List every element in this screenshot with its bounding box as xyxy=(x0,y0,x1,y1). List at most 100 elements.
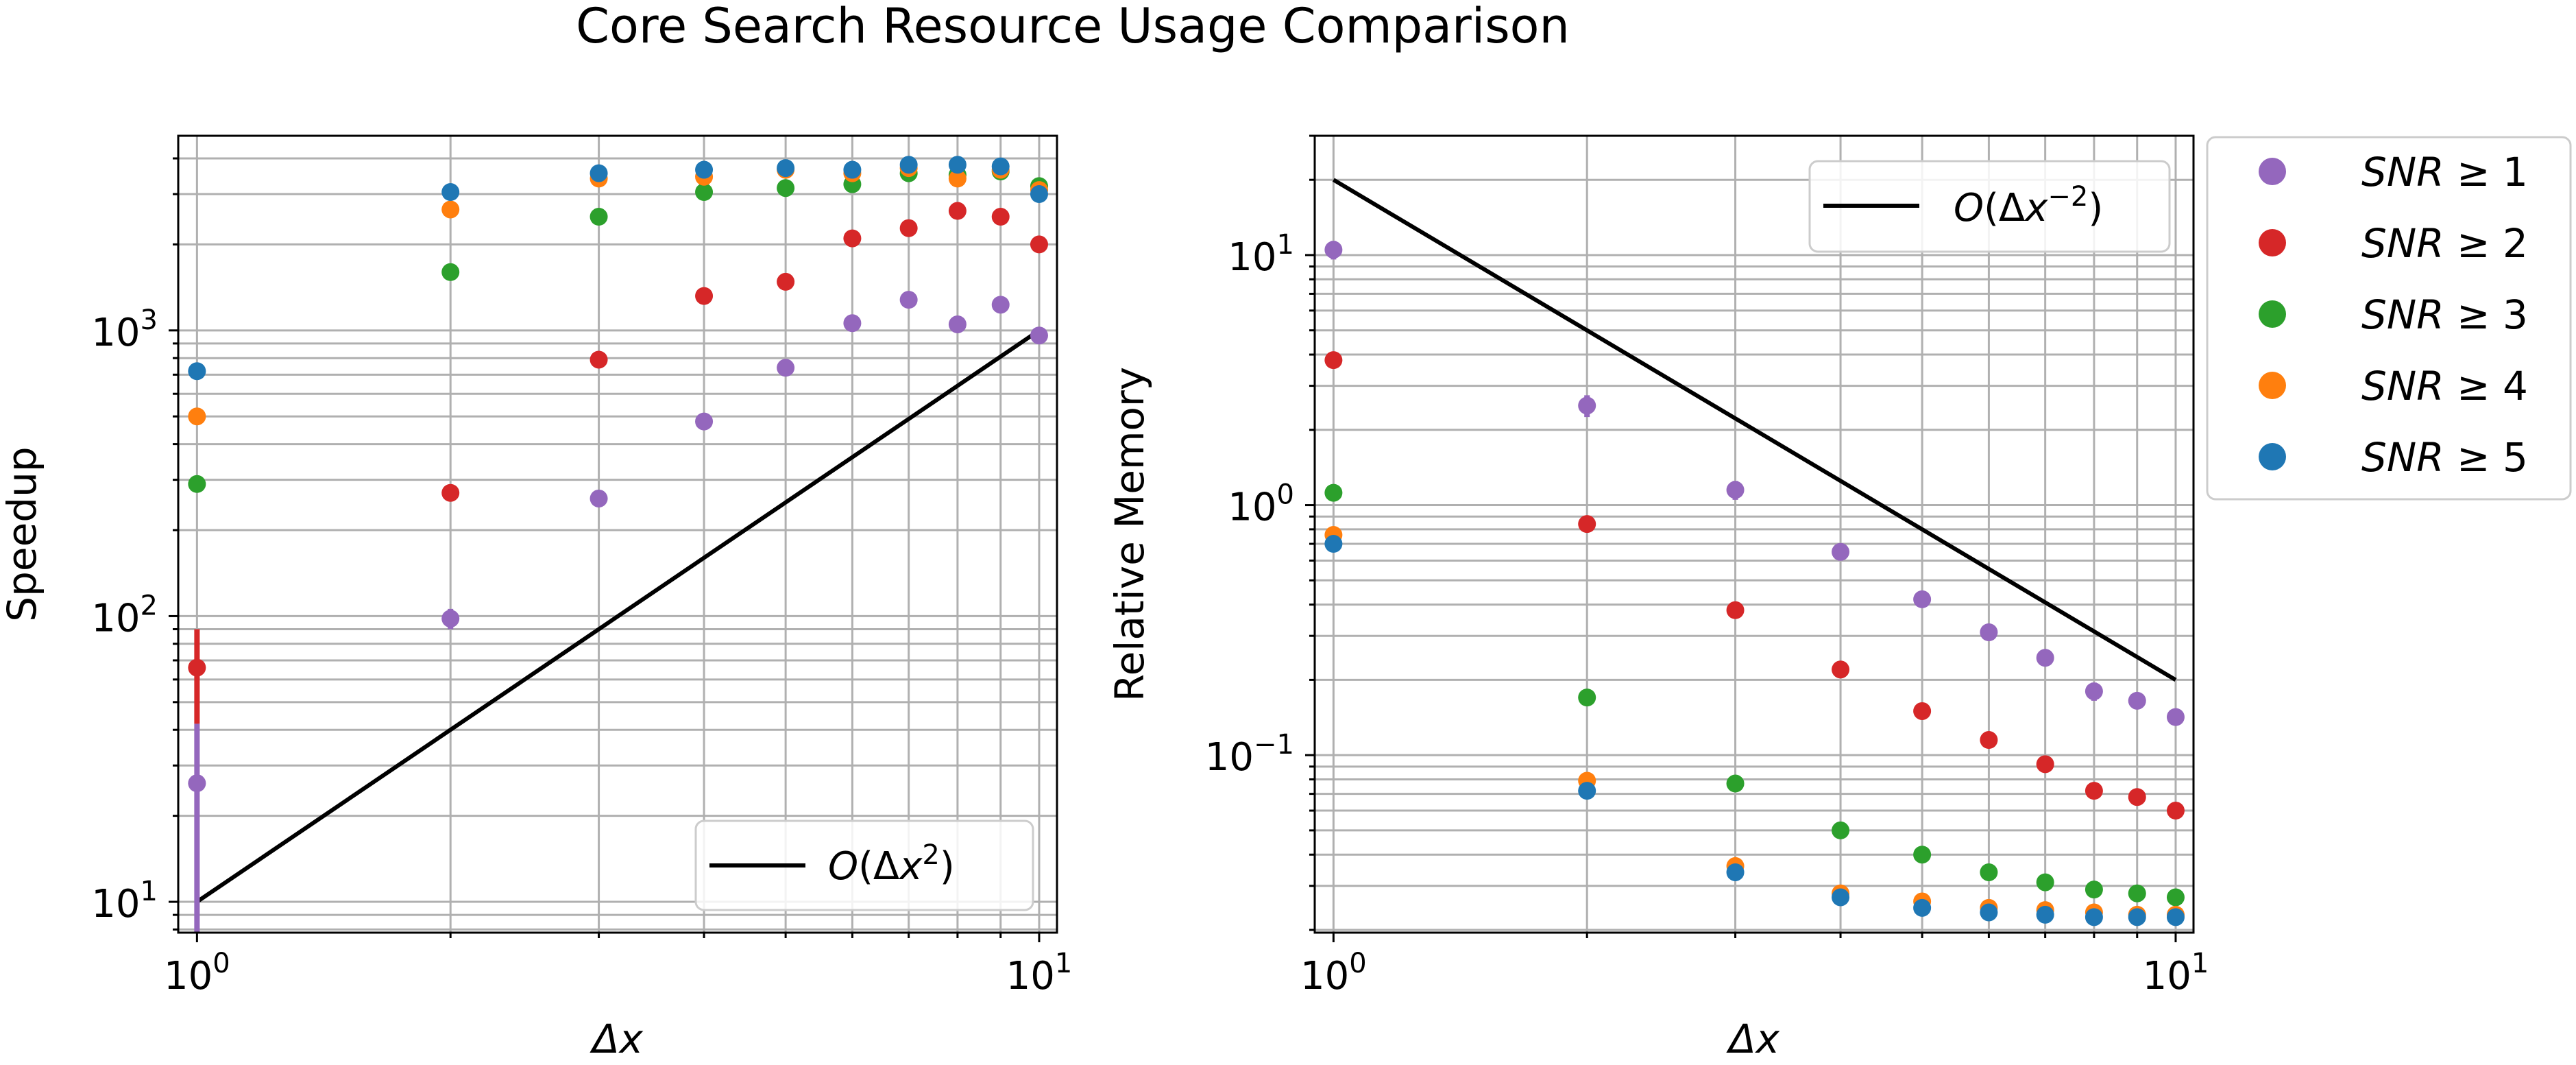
speedup-data-point xyxy=(695,160,714,179)
speedup-data-point xyxy=(777,179,795,198)
memory-data-point xyxy=(1832,888,1850,907)
speedup-data-point xyxy=(948,169,967,188)
speedup-grid xyxy=(178,136,1057,933)
memory-data-point xyxy=(1726,481,1745,499)
speedup-x-tick-label: 101 xyxy=(1006,948,1073,998)
memory-data-point xyxy=(2128,908,2146,926)
memory-data-point xyxy=(2166,908,2185,926)
memory-data-point xyxy=(2036,649,2054,667)
memory-data-point xyxy=(1726,774,1745,793)
memory-data-point xyxy=(1726,601,1745,619)
speedup-data-point xyxy=(1030,185,1048,204)
memory-data-point xyxy=(1832,660,1850,679)
figure-title: Core Search Resource Usage Comparison xyxy=(576,0,1570,54)
speedup-data-points xyxy=(188,156,1048,933)
memory-data-point xyxy=(2166,888,2185,907)
memory-data-point xyxy=(1913,846,1932,864)
snr-legend-marker xyxy=(2259,158,2286,185)
speedup-data-point xyxy=(948,315,967,333)
snr-legend-marker xyxy=(2259,229,2286,256)
memory-data-point xyxy=(1913,590,1932,608)
snr-legend-marker xyxy=(2259,300,2286,328)
memory-data-point xyxy=(1324,535,1343,553)
snr-legend-label: SNR ≥ 4 xyxy=(2361,363,2528,409)
speedup-data-point xyxy=(777,272,795,291)
memory-data-point xyxy=(1324,351,1343,370)
memory-data-point xyxy=(1578,782,1596,800)
speedup-data-point xyxy=(188,774,206,793)
speedup-data-point xyxy=(188,475,206,493)
memory-data-point xyxy=(1980,731,1998,750)
memory-data-point xyxy=(1578,689,1596,707)
memory-data-point xyxy=(2036,755,2054,774)
speedup-data-point xyxy=(991,296,1010,314)
speedup-data-point xyxy=(695,183,714,202)
snr-legend-marker xyxy=(2259,443,2286,470)
memory-y-tick-label: 101 xyxy=(1228,229,1294,280)
speedup-data-point xyxy=(441,183,460,202)
memory-data-point xyxy=(2128,788,2146,806)
speedup-data-point xyxy=(441,263,460,281)
memory-data-points xyxy=(1324,241,2185,926)
memory-panel: 100 101 10−1 100 101 Δx Relative Memory O(Δx… xyxy=(1106,134,2209,1062)
memory-x-tick-label: 100 xyxy=(1300,948,1367,998)
memory-data-point xyxy=(1913,702,1932,720)
speedup-reference-line xyxy=(195,328,1041,904)
memory-data-point xyxy=(1980,623,1998,642)
speedup-data-point xyxy=(1030,326,1048,345)
memory-reference-line-segment xyxy=(1332,178,2177,682)
memory-axes-frame xyxy=(1313,134,2195,934)
snr-legend-label: SNR ≥ 3 xyxy=(2361,291,2528,338)
speedup-data-point xyxy=(843,314,862,333)
speedup-x-axis-label: Δx xyxy=(590,1016,644,1062)
memory-y-tick-label: 100 xyxy=(1228,479,1294,530)
speedup-data-point xyxy=(441,200,460,219)
memory-x-axis-label: Δx xyxy=(1726,1016,1780,1062)
memory-data-point xyxy=(1324,241,1343,259)
speedup-data-point xyxy=(590,208,608,226)
memory-data-point xyxy=(2085,908,2103,926)
memory-x-tick-label: 101 xyxy=(2143,948,2209,998)
speedup-data-point xyxy=(843,229,862,248)
memory-data-point xyxy=(2036,905,2054,924)
memory-inner-legend-box xyxy=(1808,160,2171,253)
snr-legend-box xyxy=(2206,136,2572,501)
memory-data-point xyxy=(2085,782,2103,800)
speedup-data-point xyxy=(948,202,967,220)
memory-y-axis-label: Relative Memory xyxy=(1106,367,1153,702)
speedup-data-point xyxy=(899,156,918,174)
snr-legend-marker xyxy=(2259,372,2286,399)
memory-data-point xyxy=(2036,873,2054,892)
memory-data-point xyxy=(1980,903,1998,922)
speedup-data-point xyxy=(899,291,918,309)
speedup-x-tick-label: 100 xyxy=(164,948,230,998)
memory-data-point xyxy=(2128,691,2146,710)
speedup-data-point xyxy=(441,610,460,628)
speedup-data-point xyxy=(441,483,460,502)
memory-data-point xyxy=(1832,542,1850,561)
speedup-y-axis-label: Speedup xyxy=(0,446,45,621)
speedup-inner-legend-label: O(Δx2) xyxy=(828,839,955,889)
speedup-y-tick-label: 101 xyxy=(91,876,158,926)
speedup-data-point xyxy=(590,350,608,369)
memory-data-point xyxy=(2085,682,2103,701)
speedup-y-tick-label: 103 xyxy=(91,304,158,355)
memory-data-point xyxy=(2085,881,2103,899)
memory-data-point xyxy=(1578,396,1596,415)
speedup-data-point xyxy=(777,359,795,377)
snr-legend-label: SNR ≥ 5 xyxy=(2361,434,2528,481)
memory-data-point xyxy=(1578,515,1596,534)
memory-data-point xyxy=(1913,898,1932,917)
memory-data-point xyxy=(1324,483,1343,502)
snr-legend-label: SNR ≥ 1 xyxy=(2361,149,2528,195)
speedup-data-point xyxy=(188,407,206,426)
memory-data-point xyxy=(2166,708,2185,726)
speedup-reference-line-segment xyxy=(195,328,1041,904)
memory-data-point xyxy=(1726,863,1745,881)
memory-reference-line xyxy=(1332,178,2177,682)
speedup-data-point xyxy=(590,164,608,182)
speedup-data-point xyxy=(948,156,967,174)
